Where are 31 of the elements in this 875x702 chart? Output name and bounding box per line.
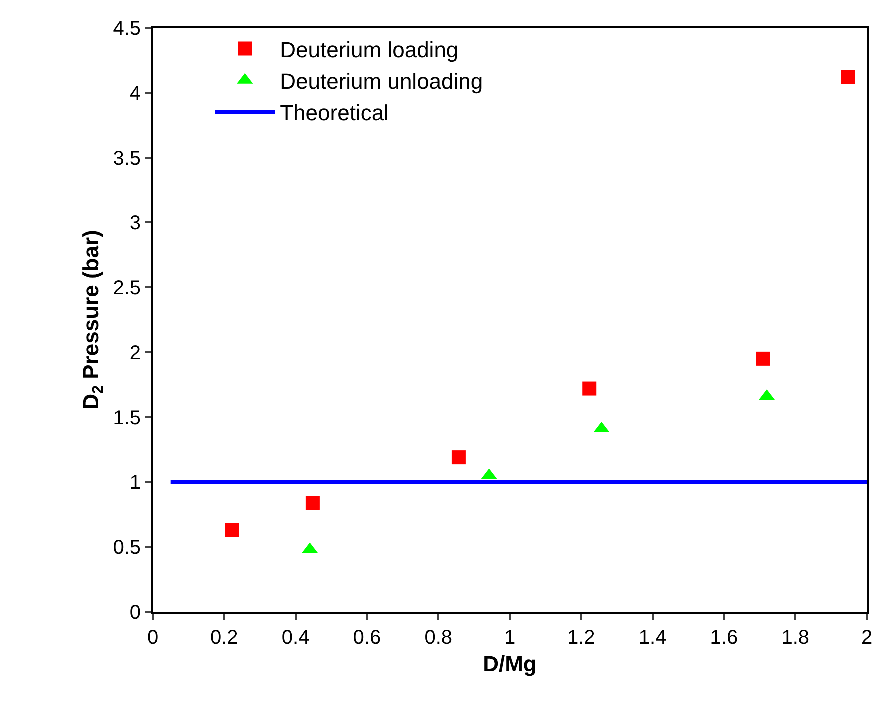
y-tick-label: 2 xyxy=(130,342,141,364)
y-tick-label: 4 xyxy=(130,82,141,105)
point xyxy=(225,523,240,538)
x-axis-title: D/Mg xyxy=(483,651,537,676)
legend-label: Deuterium unloading xyxy=(280,68,484,94)
x-tick-label: 1.8 xyxy=(782,627,810,649)
y-tick-label: 4.5 xyxy=(113,18,141,40)
y-tick-label: 3.5 xyxy=(113,148,141,170)
point xyxy=(841,70,856,84)
x-tick-label: 0.8 xyxy=(424,627,453,649)
x-tick-label: 1.6 xyxy=(710,627,738,649)
x-tick-label: 0 xyxy=(147,627,159,649)
y-tick-label: 1.5 xyxy=(113,407,141,430)
x-tick-label: 0.6 xyxy=(353,627,382,649)
y-tick-label: 0.5 xyxy=(113,537,141,560)
y-tick-label: 0 xyxy=(130,602,141,624)
x-tick-label: 0.4 xyxy=(282,627,310,649)
x-tick-label: 1.2 xyxy=(567,627,596,649)
point xyxy=(756,352,770,366)
legend-label: Deuterium loading xyxy=(280,37,459,62)
point xyxy=(306,496,320,510)
x-tick-label: 1.4 xyxy=(638,627,667,649)
point xyxy=(452,450,466,465)
x-tick-label: 1 xyxy=(504,627,516,649)
y-tick-label: 2.5 xyxy=(113,278,141,300)
point xyxy=(582,382,597,396)
y-tick-label: 3 xyxy=(130,212,141,235)
x-tick-label: 2 xyxy=(861,627,873,649)
y-tick-label: 1 xyxy=(130,472,141,494)
legend-label: Theoretical xyxy=(280,100,389,126)
x-tick-label: 0.2 xyxy=(210,627,238,649)
